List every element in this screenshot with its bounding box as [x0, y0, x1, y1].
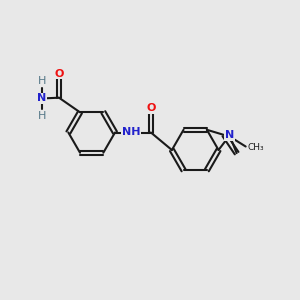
Text: O: O — [146, 103, 156, 113]
Text: H: H — [38, 76, 46, 86]
Text: NH: NH — [122, 128, 140, 137]
Text: H: H — [38, 110, 46, 121]
Text: N: N — [38, 93, 47, 103]
Text: N: N — [225, 130, 234, 140]
Text: CH₃: CH₃ — [248, 143, 265, 152]
Text: O: O — [54, 68, 64, 79]
